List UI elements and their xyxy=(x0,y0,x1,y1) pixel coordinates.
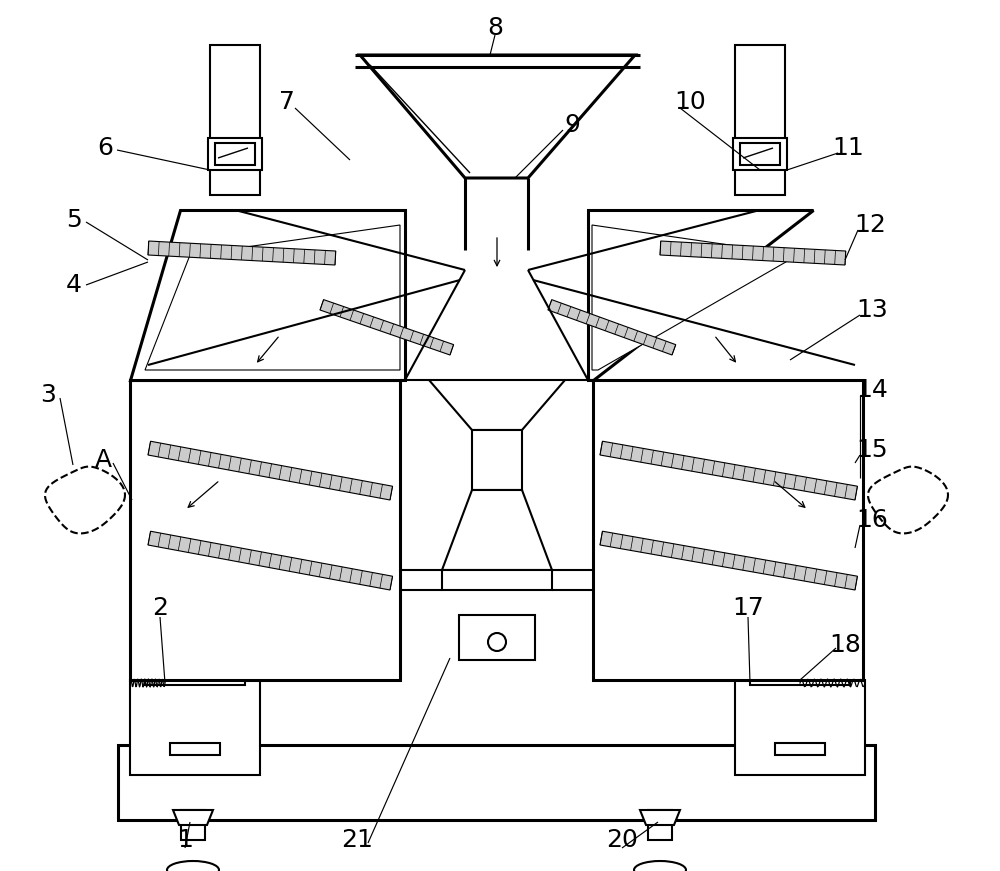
Bar xyxy=(130,380,400,680)
Polygon shape xyxy=(640,810,680,825)
Polygon shape xyxy=(148,531,393,590)
Text: 14: 14 xyxy=(856,378,888,402)
Text: 13: 13 xyxy=(856,298,888,322)
Text: 2: 2 xyxy=(152,596,168,620)
Polygon shape xyxy=(588,210,813,380)
Bar xyxy=(210,45,260,195)
Text: 1: 1 xyxy=(177,828,193,852)
Text: 18: 18 xyxy=(829,633,861,657)
Polygon shape xyxy=(548,300,676,355)
Text: 5: 5 xyxy=(66,208,82,232)
Text: 20: 20 xyxy=(606,828,638,852)
Polygon shape xyxy=(320,300,454,355)
Bar xyxy=(750,667,850,685)
Circle shape xyxy=(488,633,506,651)
Bar xyxy=(735,45,785,195)
Polygon shape xyxy=(600,531,857,590)
Text: 7: 7 xyxy=(279,90,295,114)
Ellipse shape xyxy=(167,861,219,871)
Text: 16: 16 xyxy=(856,508,888,532)
Bar xyxy=(181,810,205,840)
Text: 15: 15 xyxy=(856,438,888,462)
Text: 9: 9 xyxy=(564,113,580,137)
Polygon shape xyxy=(148,241,336,265)
Bar xyxy=(648,810,672,840)
Text: 11: 11 xyxy=(832,136,864,160)
Bar xyxy=(593,380,863,680)
Polygon shape xyxy=(442,490,552,570)
Bar xyxy=(733,138,787,170)
Polygon shape xyxy=(173,810,213,825)
Bar xyxy=(208,138,262,170)
Text: 4: 4 xyxy=(66,273,82,297)
Text: 8: 8 xyxy=(487,16,503,40)
Ellipse shape xyxy=(634,861,686,871)
Polygon shape xyxy=(600,442,857,500)
Polygon shape xyxy=(360,55,635,178)
Bar xyxy=(775,743,825,755)
Text: 10: 10 xyxy=(674,90,706,114)
Bar xyxy=(459,615,535,660)
Bar xyxy=(740,143,780,165)
Bar xyxy=(170,743,220,755)
Polygon shape xyxy=(429,380,565,430)
Polygon shape xyxy=(130,210,405,380)
Bar xyxy=(130,680,260,775)
Bar xyxy=(442,570,552,590)
Text: 12: 12 xyxy=(854,213,886,237)
Bar xyxy=(145,667,245,685)
Text: A: A xyxy=(94,448,112,472)
Polygon shape xyxy=(148,442,393,500)
Bar xyxy=(735,680,865,775)
Bar xyxy=(215,143,255,165)
Text: 17: 17 xyxy=(732,596,764,620)
Text: 3: 3 xyxy=(40,383,56,407)
Polygon shape xyxy=(660,241,846,265)
Polygon shape xyxy=(145,225,400,370)
Polygon shape xyxy=(592,225,798,370)
Bar xyxy=(472,430,522,490)
Bar xyxy=(118,745,875,820)
Text: 21: 21 xyxy=(341,828,373,852)
Text: 6: 6 xyxy=(97,136,113,160)
